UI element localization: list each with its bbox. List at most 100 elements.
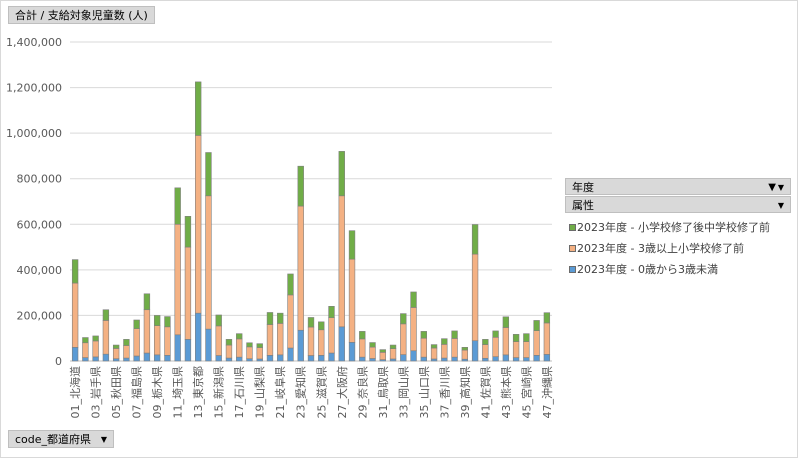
bar-segment <box>102 353 110 362</box>
bar-segment <box>82 342 89 358</box>
x-tick-label: 27_大阪府 <box>335 366 349 419</box>
bar-segment <box>184 246 192 340</box>
x-tick-label: 37_香川県 <box>438 366 451 419</box>
bar-segment <box>461 347 469 351</box>
bar-segment <box>307 317 315 328</box>
bar-segment <box>410 291 417 308</box>
bar-segment <box>123 357 130 362</box>
bar-segment <box>266 355 274 362</box>
bar-segment <box>543 322 551 355</box>
legend-attr-filter[interactable]: 属性 ▼ <box>565 196 791 213</box>
bars <box>71 81 551 362</box>
x-tick-label: 33_岡山県 <box>397 366 410 419</box>
bar-segment <box>482 344 489 359</box>
bar-segment <box>215 325 222 356</box>
bar-segment <box>266 324 274 356</box>
bar-segment <box>246 346 253 360</box>
legend-attr-label: 属性 <box>572 199 594 212</box>
bar-segment <box>389 348 397 360</box>
bar-segment <box>318 321 325 331</box>
bar-segment <box>123 345 130 359</box>
legend-item-label: 2023年度 - 0歳から3歳未満 <box>577 263 718 276</box>
bar-segment <box>184 339 192 362</box>
bar-segment <box>359 356 366 362</box>
bar-segment <box>112 358 120 362</box>
bar-segment <box>400 313 407 325</box>
row-field-button[interactable]: code_都道府県 ▼ <box>8 430 115 448</box>
bar-segment <box>82 357 89 362</box>
bar-segment <box>307 355 315 362</box>
x-tick-label: 17_石川県 <box>233 366 246 419</box>
bar-segment <box>71 259 79 284</box>
bar-segment <box>215 355 222 362</box>
bar-segment <box>369 358 376 362</box>
filter-icon: ▼ <box>768 182 776 193</box>
bar-segment <box>441 357 448 362</box>
bar-segment <box>133 328 140 357</box>
bar-segment <box>482 339 489 345</box>
y-tick-label: 1,000,000 <box>6 127 62 140</box>
bar-segment <box>246 358 253 362</box>
bar-segment <box>451 330 458 339</box>
x-tick-label: 09_栃木県 <box>150 366 164 419</box>
chevron-down-icon: ▼ <box>777 201 784 210</box>
bar-segment <box>195 135 202 314</box>
y-tick-label: 1,200,000 <box>6 82 62 95</box>
bar-segment <box>143 352 151 362</box>
bar-segment <box>492 356 499 362</box>
bar-segment <box>533 330 540 356</box>
bar-segment <box>482 357 489 362</box>
bar-segment <box>338 326 345 362</box>
bar-segment <box>543 312 551 324</box>
bar-segment <box>236 333 243 340</box>
bar-segment <box>123 339 130 346</box>
bar-segment <box>328 352 335 362</box>
legend-swatch <box>569 266 576 273</box>
legend-swatch <box>569 245 576 252</box>
bar-segment <box>277 312 284 324</box>
legend-item: 2023年度 - 0歳から3歳未満 <box>565 259 791 280</box>
bar-segment <box>112 348 120 360</box>
bar-segment <box>277 323 284 356</box>
bar-segment <box>195 312 202 362</box>
bar-segment <box>256 358 263 362</box>
bar-segment <box>430 358 438 362</box>
legend-item: 2023年度 - 小学校修了後中学校修了前 <box>565 217 791 238</box>
bar-segment <box>164 355 171 362</box>
bar-segment <box>533 320 540 331</box>
bar-segment <box>143 293 151 311</box>
bar-segment <box>236 338 243 358</box>
bar-segment <box>174 334 181 362</box>
bar-segment <box>92 356 99 362</box>
bar-segment <box>451 356 458 362</box>
bar-segment <box>287 347 294 362</box>
legend-item: 2023年度 - 3歳以上小学校修了前 <box>565 238 791 259</box>
bar-segment <box>153 354 161 362</box>
bar-segment <box>492 337 499 357</box>
legend-year-filter[interactable]: 年度 ▼ ▼ <box>565 178 791 195</box>
x-tick-label: 23_愛知県 <box>294 366 308 419</box>
y-tick-label: 1,400,000 <box>6 36 62 49</box>
x-tick-label: 29_奈良県 <box>355 366 369 419</box>
bar-segment <box>92 340 99 358</box>
bar-segment <box>82 337 89 344</box>
bar-segment <box>328 317 335 354</box>
bar-segment <box>420 331 427 339</box>
legend-year-label: 年度 <box>572 181 594 194</box>
x-tick-label: 41_佐賀県 <box>478 366 492 419</box>
bar-segment <box>153 325 161 356</box>
bar-segment <box>348 230 356 260</box>
value-field-button[interactable]: 合計 / 支給対象児童数 (人) <box>8 6 155 24</box>
bar-segment <box>471 224 479 255</box>
bar-segment <box>133 319 140 329</box>
bar-segment <box>523 333 530 342</box>
bar-segment <box>512 341 520 358</box>
bar-segment <box>246 342 253 348</box>
bar-segment <box>205 195 212 330</box>
bar-segment <box>112 344 120 349</box>
bar-segment <box>502 354 510 362</box>
bar-segment <box>451 338 458 358</box>
bar-segment <box>71 282 79 348</box>
x-tick-label: 01_北海道 <box>68 366 82 419</box>
legend-item-label: 2023年度 - 3歳以上小学校修了前 <box>577 242 744 255</box>
